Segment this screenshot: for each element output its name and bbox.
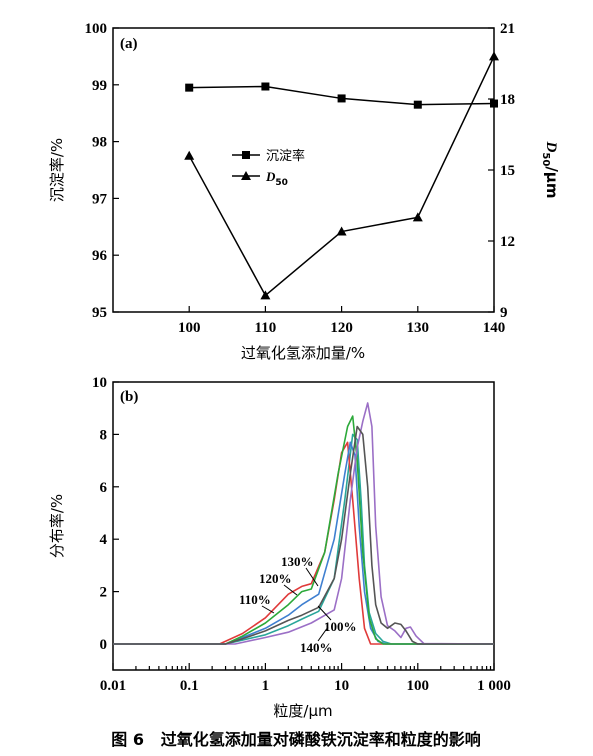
panel-a-legend: 沉淀率 D50	[232, 148, 305, 188]
panel-a-y-right-tick-label: 15	[500, 163, 515, 179]
y-right-title-sub: 50	[540, 152, 551, 166]
panel-b-frame	[112, 381, 495, 671]
panel-b-x-tick-label: 1 000	[477, 678, 511, 694]
panel-a-y-right-axis-title: D50/μm	[540, 141, 561, 199]
panel-a-frame	[112, 27, 495, 313]
panel-b-x-tick-label: 100	[407, 678, 430, 694]
annotation-120: 120%	[259, 571, 292, 586]
panel-a-y-right-tick-label: 12	[500, 234, 515, 250]
annotation-110: 110%	[239, 592, 271, 607]
annotation-140-leader	[317, 626, 329, 642]
panel-b-annotations: 130% 120% 110% 100% 140%	[239, 554, 357, 655]
legend-label-precipitation: 沉淀率	[266, 148, 305, 164]
d50-point	[489, 51, 499, 61]
precipitation-rate-point	[413, 100, 422, 109]
panel-a-x-axis-title: 过氧化氢添加量/%	[241, 344, 365, 362]
precipitation-rate-point	[185, 83, 194, 92]
precipitation-rate-point	[337, 94, 346, 103]
panel-a-x-ticks: 100 110 120 130 140	[178, 306, 505, 336]
panel-b-x-ticks: 0.01 0.1 1 10 100 1 000	[100, 663, 511, 694]
panel-b-y-axis-title: 分布率/%	[48, 494, 66, 558]
panel-b-y-tick-label: 2	[100, 585, 108, 601]
panel-a-y-left-tick-label: 95	[92, 305, 107, 321]
legend-d50-d: D	[265, 169, 276, 184]
panel-a-y-left-tick-label: 96	[92, 248, 108, 264]
annotation-130: 130%	[281, 554, 314, 569]
precipitation-rate-point	[261, 82, 270, 91]
panel-a-series	[184, 51, 499, 300]
precipitation-rate-point	[490, 99, 498, 108]
distribution-curve-100	[113, 433, 494, 645]
annotation-100-leader	[317, 605, 332, 621]
annotation-130-leader	[305, 567, 319, 587]
panel-a-x-tick-label: 110	[255, 320, 277, 336]
panel-a-y-right-tick-label: 18	[500, 92, 515, 108]
panel-a-label: (a)	[120, 36, 138, 52]
panel-a-y-right-ticks: 9 12 15 18 21	[488, 21, 515, 321]
distribution-curve-D	[113, 425, 494, 645]
panel-b-y-ticks: 0 2 4 6 8 10	[92, 375, 119, 653]
distribution-curve-130	[113, 415, 494, 645]
legend-label-d50: D50	[265, 169, 288, 188]
panel-a-x-tick-label: 140	[483, 320, 506, 336]
panel-b-label: (b)	[120, 389, 138, 405]
panel-b-y-tick-label: 0	[100, 637, 108, 653]
annotation-140: 140%	[300, 640, 333, 655]
legend-square-marker	[242, 151, 250, 159]
panel-b-x-tick-label: 10	[334, 678, 349, 694]
panel-a-y-left-tick-label: 98	[92, 135, 107, 151]
panel-b-y-tick-label: 6	[100, 480, 108, 496]
annotation-100: 100%	[324, 619, 357, 634]
panel-b-x-tick-label: 0.1	[180, 678, 199, 694]
distribution-curve-140	[113, 402, 495, 645]
panel-a-y-left-tick-label: 99	[92, 78, 107, 94]
panel-a-y-left-axis-title: 沉淀率/%	[48, 138, 66, 202]
y-right-title-d: D	[543, 141, 559, 153]
panel-a-y-left-tick-label: 100	[85, 21, 108, 37]
panel-a-y-left-ticks: 95 96 97 98 99 100	[85, 21, 119, 321]
panel-a-y-right-tick-label: 9	[500, 305, 508, 321]
panel-b-series	[113, 402, 495, 645]
y-right-title-unit: /μm	[543, 166, 561, 198]
annotation-110-leader	[261, 605, 275, 614]
panel-b: (b) 0.01 0.1 1 10 100 1 000 0 2 4 6 8 10 粒度/μm 分布率…	[48, 375, 511, 720]
panel-a: (a) 100 110 120 130 140 95 96 97 98 99 100 9 12 15 1…	[48, 21, 561, 362]
panel-b-y-tick-label: 4	[100, 532, 108, 548]
panel-b-x-axis-title: 粒度/μm	[273, 702, 332, 720]
panel-a-x-tick-label: 100	[178, 320, 201, 336]
d50-point	[336, 226, 347, 236]
legend-d50-sub: 50	[275, 178, 288, 188]
panel-a-y-left-tick-label: 97	[92, 191, 108, 207]
panel-a-y-right-tick-label: 21	[500, 21, 515, 37]
panel-b-y-tick-label: 8	[100, 427, 108, 443]
d50-point	[184, 150, 195, 160]
panel-b-y-tick-label: 10	[92, 375, 107, 391]
d50-point	[260, 290, 271, 300]
panel-b-x-tick-label: 1	[262, 678, 270, 694]
annotation-120-leader	[283, 584, 298, 596]
panel-a-x-tick-label: 120	[330, 320, 353, 336]
panel-a-x-tick-label: 130	[407, 320, 430, 336]
d50-point	[412, 212, 423, 222]
legend-triangle-marker	[241, 171, 251, 180]
panel-b-x-tick-label: 0.01	[100, 678, 126, 694]
figure-caption: 图 6 过氧化氢添加量对磷酸铁沉淀率和粒度的影响	[111, 730, 480, 749]
